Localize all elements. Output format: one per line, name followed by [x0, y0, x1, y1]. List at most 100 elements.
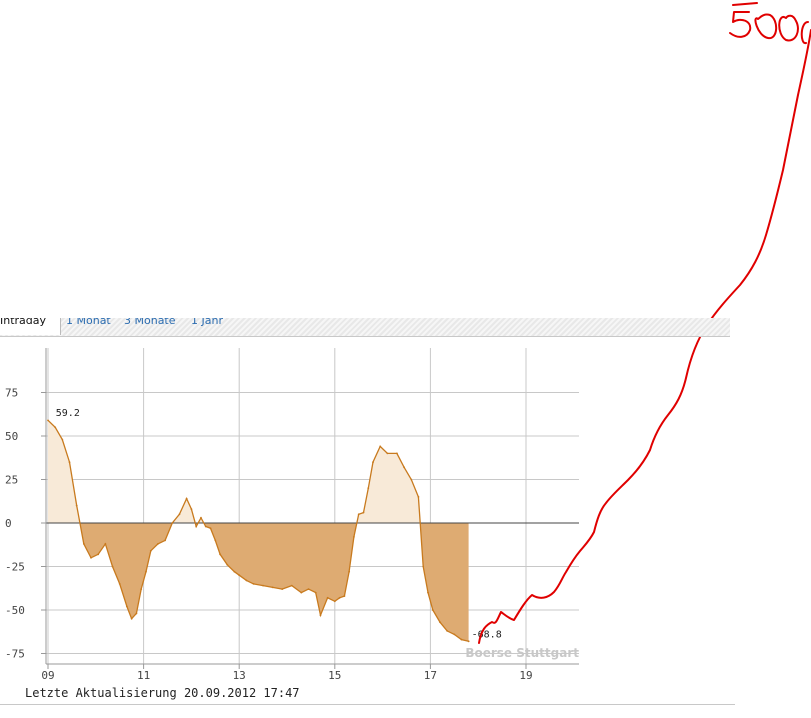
data-point: [422, 565, 425, 568]
data-point: [427, 591, 429, 594]
y-tick-label: 25: [5, 474, 18, 487]
data-point: [460, 638, 463, 641]
x-tick-label: 13: [233, 669, 246, 682]
area-negative: [48, 523, 469, 642]
data-point: [238, 574, 241, 577]
axes: 09 11 13 15 17 19 75 50 25 0 -25 -50 -75: [5, 348, 579, 682]
divider: [0, 704, 735, 705]
series-line: [47, 419, 469, 642]
tab-3-monate[interactable]: 3 Monate: [124, 318, 176, 335]
data-point: [190, 508, 193, 510]
tab-3-monate-label: 3 Monate: [124, 318, 176, 327]
data-point: [410, 478, 413, 481]
data-point: [104, 542, 107, 545]
data-point: [111, 565, 114, 568]
data-point: [262, 584, 264, 587]
data-point: [118, 583, 121, 585]
data-point: [446, 629, 449, 632]
data-point: [439, 621, 441, 624]
data-point: [396, 452, 398, 455]
data-point: [367, 487, 370, 490]
data-point: [281, 588, 284, 591]
data-point: [145, 570, 147, 573]
data-point: [271, 586, 274, 589]
x-tick-label: 17: [424, 669, 437, 682]
data-point: [214, 539, 217, 542]
data-point: [47, 419, 49, 422]
price-line: [47, 419, 470, 643]
data-point: [290, 584, 293, 587]
data-point: [314, 591, 317, 594]
data-point: [386, 452, 389, 455]
data-point: [97, 553, 100, 556]
data-point: [338, 596, 341, 599]
tab-1-monat-label: 1 Monat: [66, 318, 111, 327]
y-tick-label: 50: [5, 430, 18, 443]
data-point: [75, 504, 78, 507]
data-point: [204, 525, 207, 528]
y-tick-label: 0: [5, 517, 12, 530]
data-point: [171, 522, 174, 524]
data-label: -68.8: [472, 629, 502, 640]
watermark: Boerse Stuttgart: [465, 646, 579, 660]
tab-intraday[interactable]: Intraday: [0, 318, 61, 335]
y-tick-label: -25: [5, 561, 25, 574]
data-point: [61, 438, 64, 441]
x-tick-label: 09: [41, 669, 54, 682]
data-point: [164, 539, 167, 542]
tab-1-jahr-label: 1 Jahr: [191, 318, 223, 327]
data-point: [453, 633, 456, 636]
last-update-text: Letzte Aktualisierung 20.09.2012 17:47: [25, 686, 300, 700]
data-point: [125, 605, 128, 608]
data-point: [319, 614, 322, 617]
x-tick-label: 11: [137, 669, 150, 682]
data-point: [140, 588, 143, 591]
x-tick-label: 15: [328, 669, 341, 682]
area-fill: [46, 420, 579, 642]
data-point: [333, 600, 336, 603]
data-point: [467, 640, 470, 643]
data-point: [178, 513, 181, 516]
data-point: [200, 516, 202, 519]
data-point: [185, 497, 188, 500]
data-point: [54, 426, 57, 429]
tab-intraday-label: Intraday: [0, 318, 47, 327]
data-point: [343, 595, 346, 597]
data-point: [379, 445, 382, 448]
data-point: [417, 496, 420, 498]
data-labels: 59.2 -68.8 Boerse Stuttgart: [56, 408, 579, 660]
data-point: [233, 570, 236, 573]
x-tick-label: 19: [519, 669, 532, 682]
data-point: [252, 583, 255, 585]
data-point: [353, 536, 355, 538]
data-point: [300, 591, 303, 594]
y-tick-label: -50: [5, 604, 25, 617]
data-point: [431, 609, 434, 611]
data-point: [82, 542, 85, 545]
data-point: [219, 553, 221, 556]
data-point: [226, 563, 229, 566]
data-point: [68, 461, 71, 463]
y-tick-label: -75: [5, 648, 25, 661]
area-positive: [48, 420, 469, 523]
data-point: [372, 461, 374, 463]
data-point: [149, 549, 152, 552]
data-point: [209, 527, 212, 530]
data-point: [357, 513, 360, 516]
data-point: [307, 588, 310, 591]
data-point: [362, 511, 365, 514]
tab-1-monat[interactable]: 1 Monat: [66, 318, 111, 335]
range-tab-bar: Intraday 1 Monat 3 Monate 1 Jahr: [0, 318, 730, 337]
data-point: [90, 556, 92, 559]
data-point: [195, 525, 198, 528]
data-point: [130, 617, 133, 620]
y-tick-label: 75: [5, 387, 18, 400]
data-label: 59.2: [56, 408, 80, 419]
handwritten-arrow: [478, 29, 811, 644]
data-point: [135, 612, 138, 615]
handwritten-text-stroke: [729, 2, 809, 44]
handwritten-annotation: [478, 2, 811, 644]
tab-1-jahr[interactable]: 1 Jahr: [191, 318, 223, 335]
